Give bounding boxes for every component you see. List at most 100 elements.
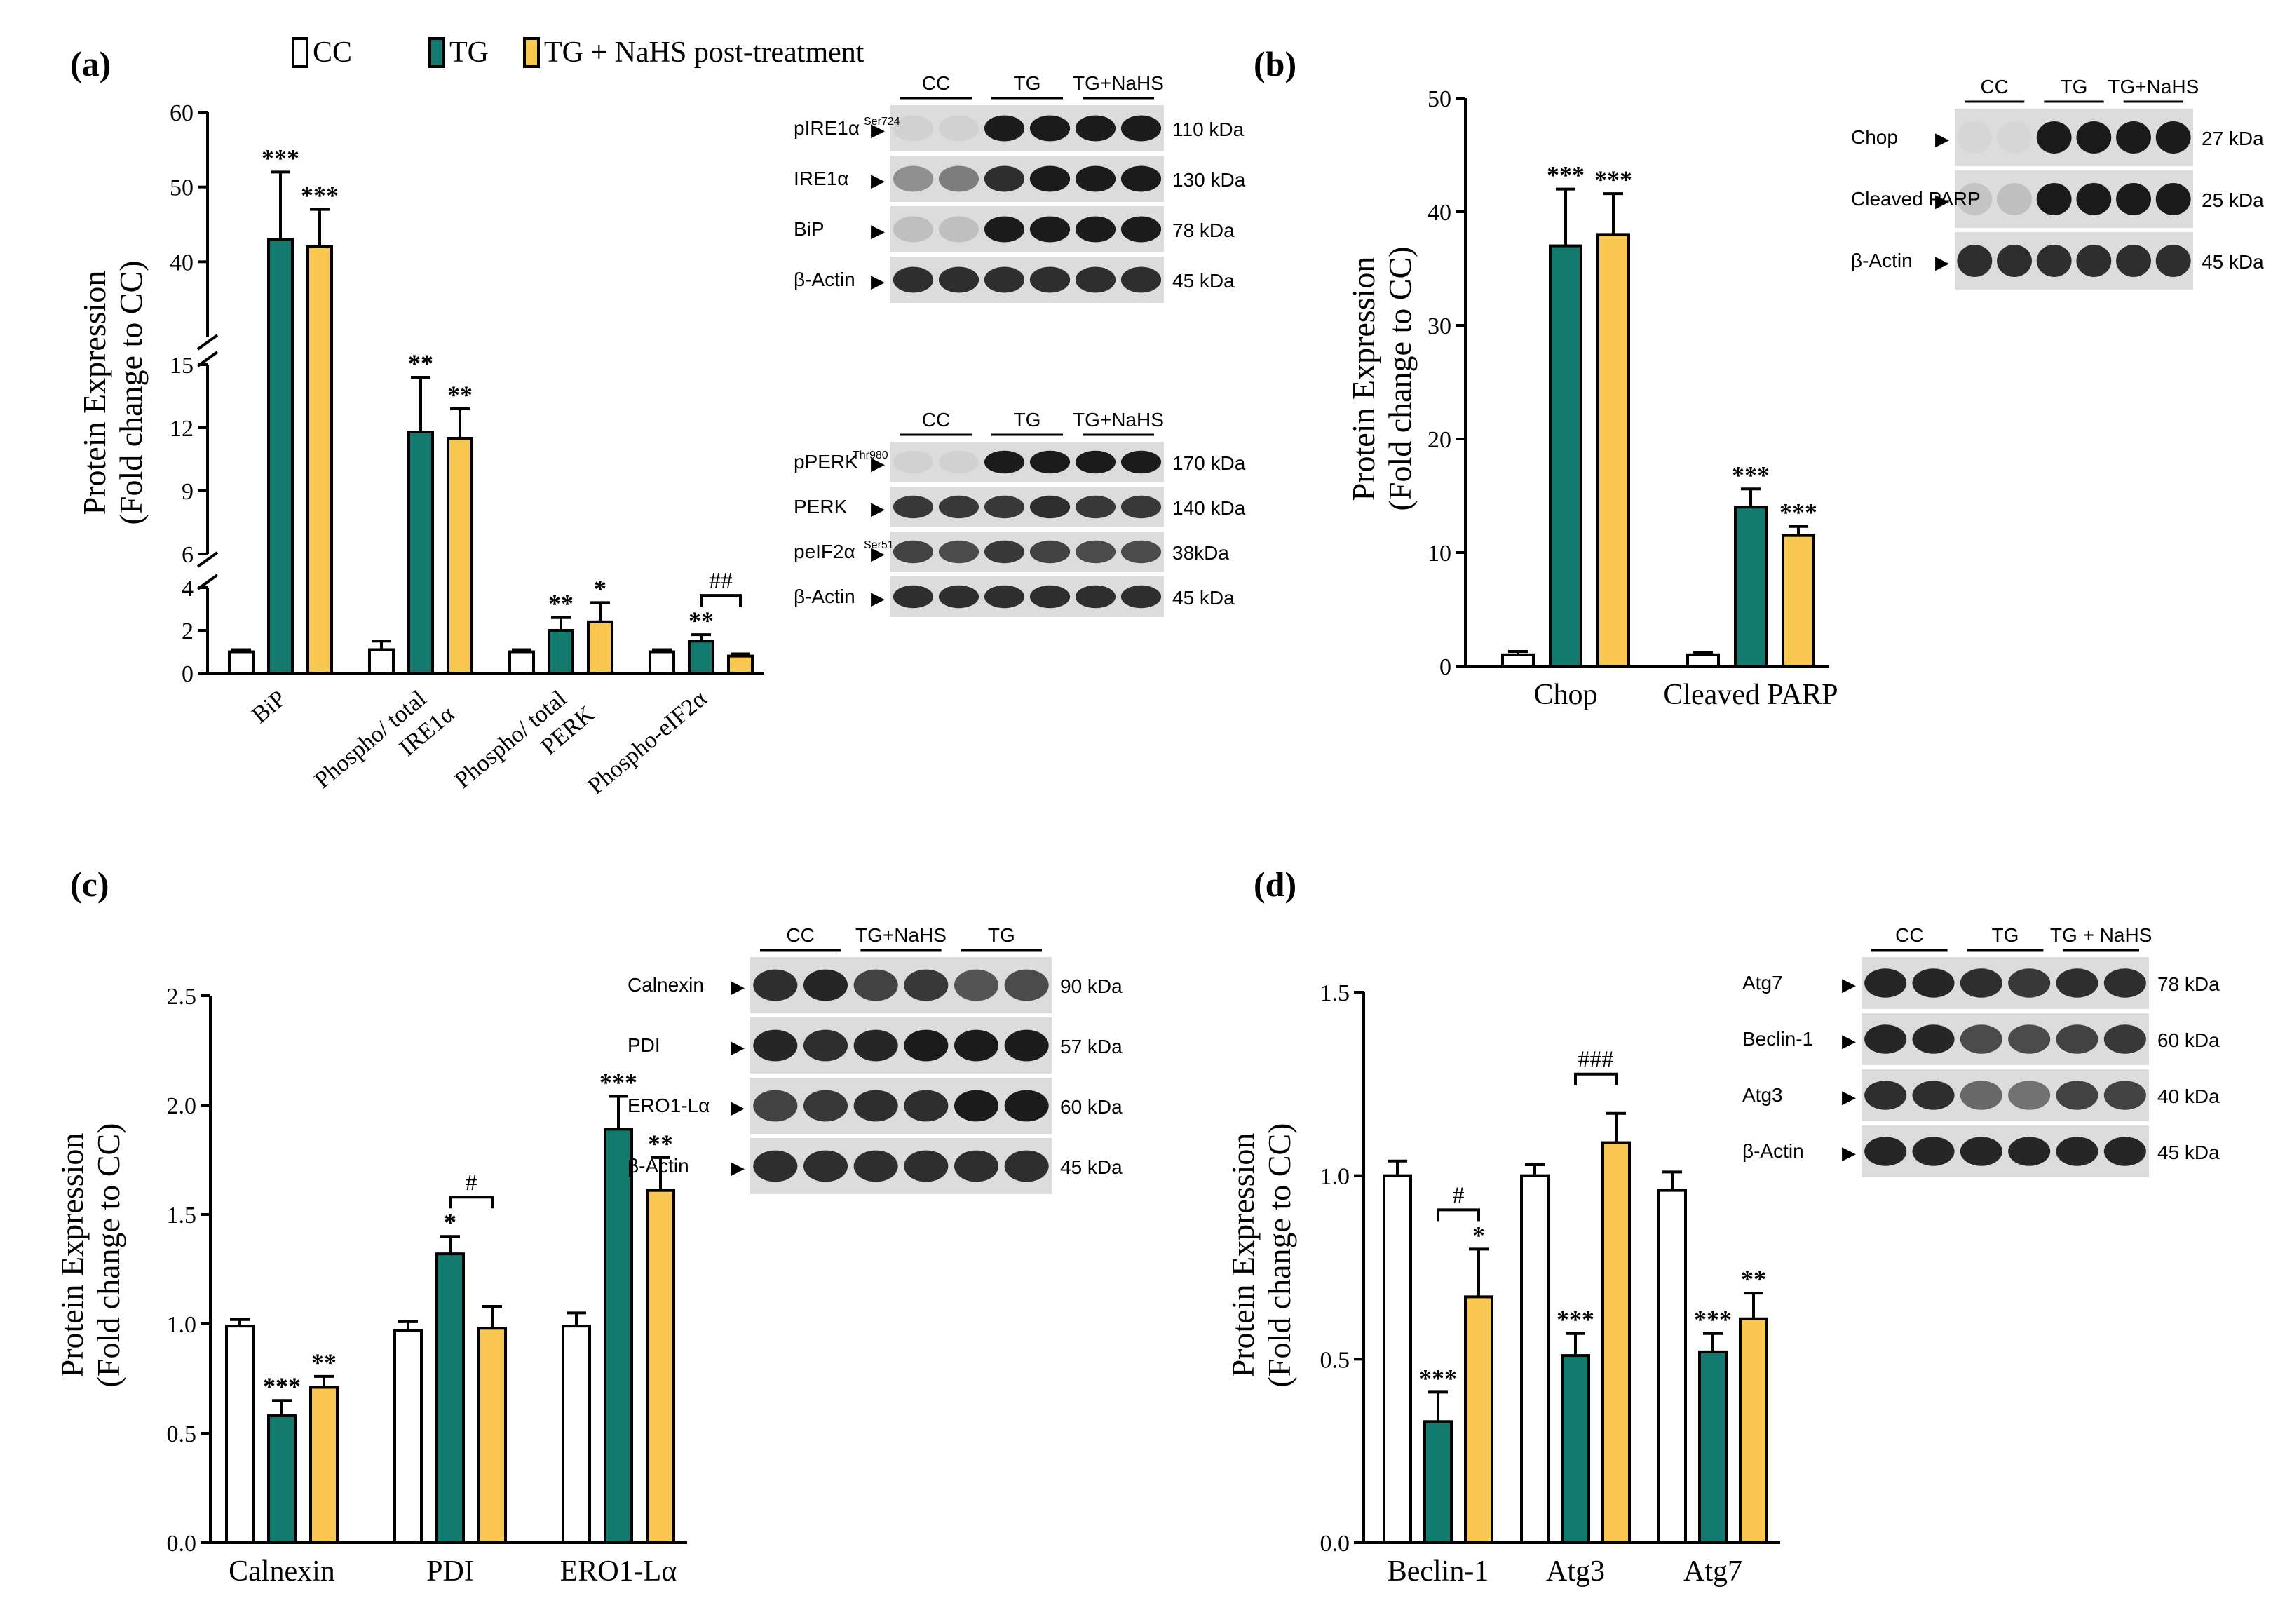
blot-band xyxy=(938,266,979,293)
bar-tg-nahs-post-treatment xyxy=(309,1386,339,1544)
blot-band xyxy=(2008,968,2051,998)
blot-band xyxy=(1029,216,1071,243)
blot-band xyxy=(753,1090,798,1122)
blot-band xyxy=(1029,585,1071,609)
legend-swatch-tg xyxy=(428,37,445,68)
blot-row-label: PERK xyxy=(794,496,848,517)
significance-stars: *** xyxy=(599,1069,637,1097)
significance-stars: *** xyxy=(1694,1306,1732,1334)
blot-arrow: ▶ xyxy=(731,976,745,997)
blot-group-label: CC xyxy=(922,409,950,431)
blot-arrow: ▶ xyxy=(1935,252,1949,273)
y-tick-label: 50 xyxy=(1428,86,1451,112)
blot-band xyxy=(1004,1150,1049,1182)
blot-arrow: ▶ xyxy=(871,543,885,564)
y-tick-label: 2.0 xyxy=(167,1093,197,1119)
blot-band xyxy=(753,969,798,1001)
blot-membrane xyxy=(890,206,1164,252)
y-tick-label: 0 xyxy=(182,661,194,687)
blot-band xyxy=(1960,1024,2002,1054)
y-axis-title-line1: Protein Expression xyxy=(1225,1133,1261,1378)
blot-kda-label: 140 kDa xyxy=(1172,497,1246,519)
blot-band xyxy=(1912,1081,1955,1110)
blot-band xyxy=(1075,585,1116,609)
panel-label: (c) xyxy=(70,865,109,904)
blot-arrow: ▶ xyxy=(1842,1030,1856,1051)
bar-tg xyxy=(407,431,434,675)
blot-membrane xyxy=(1955,232,2193,290)
blot-row-label: Calnexin xyxy=(628,974,704,996)
bar-tg-nahs-post-treatment xyxy=(306,245,333,675)
blot-membrane xyxy=(1862,1013,2149,1065)
significance-stars: * xyxy=(594,574,606,602)
blot-band xyxy=(2008,1137,2051,1166)
y-axis-title-line1: Protein Expression xyxy=(1345,257,1381,501)
blot-band xyxy=(938,585,979,609)
blot-band xyxy=(1960,1137,2002,1166)
significance-stars: * xyxy=(1472,1221,1485,1249)
western-blot: CC TG+NaHS TG Calnexin ▶ 90 kDa PDI ▶ 57 kDa ERO1… xyxy=(628,924,1123,1194)
blot-band xyxy=(2076,245,2112,277)
significance-stars: *** xyxy=(262,144,299,172)
y-axis-title-line2: (Fold change to CC) xyxy=(90,1123,126,1388)
x-tick-label: Atg3 xyxy=(1546,1555,1605,1588)
blot-membrane xyxy=(1955,109,2193,166)
significance-stars: * xyxy=(444,1208,456,1236)
bar-tg xyxy=(267,238,294,675)
blot-membrane xyxy=(750,1138,1052,1194)
significance-stars: ** xyxy=(1741,1265,1766,1293)
blot-band xyxy=(2036,121,2072,154)
blot-arrow: ▶ xyxy=(1842,1142,1856,1163)
blot-band xyxy=(1075,165,1116,192)
blot-arrow: ▶ xyxy=(871,498,885,519)
bar-cc xyxy=(1501,653,1535,668)
blot-band xyxy=(904,1090,949,1122)
blot-group-label: CC xyxy=(786,924,814,946)
bar-cc xyxy=(508,650,535,675)
y-axis-title-line2: (Fold change to CC) xyxy=(113,261,149,525)
legend-label-cc: CC xyxy=(313,36,352,69)
blot-group-label: TG xyxy=(1014,72,1041,94)
blot-band xyxy=(1957,183,1993,215)
blot-band xyxy=(984,450,1025,474)
significance-stars: ** xyxy=(447,381,473,409)
bar-tg xyxy=(548,629,574,675)
blot-band xyxy=(2076,121,2112,154)
blot-band xyxy=(984,495,1025,519)
chart-panel-3: (c) 0.0 0.5 1.0 1.5 2.0 2.5 Protein Expression(… xyxy=(54,865,687,1588)
blot-arrow: ▶ xyxy=(731,1097,745,1118)
panel-label: (a) xyxy=(70,44,111,83)
blot-band xyxy=(938,115,979,142)
blot-band xyxy=(1029,266,1071,293)
blot-group-label: TG + NaHS xyxy=(2050,924,2152,946)
blot-band xyxy=(2056,1081,2098,1110)
blot-group-label: CC xyxy=(1980,76,2008,97)
blot-row-label: Beclin-1 xyxy=(1742,1028,1813,1050)
blot-band xyxy=(2103,1137,2146,1166)
blot-membrane xyxy=(890,487,1164,527)
blot-band xyxy=(1075,115,1116,142)
blot-band xyxy=(1075,216,1116,243)
x-tick-label: Atg7 xyxy=(1683,1555,1742,1588)
blot-row-label-superscript: Ser51 xyxy=(864,539,894,551)
blot-kda-label: 130 kDa xyxy=(1172,169,1246,191)
legend-label-tg: TG xyxy=(449,36,489,69)
bar-tg-nahs-post-treatment xyxy=(1464,1295,1493,1545)
blot-group-label: TG+NaHS xyxy=(1073,409,1164,431)
blot-band xyxy=(1997,121,2032,154)
blot-kda-label: 60 kDa xyxy=(1060,1096,1123,1118)
legend-label-nahs: TG + NaHS post-treatment xyxy=(544,36,864,69)
y-tick-label: 2.5 xyxy=(167,984,197,1010)
blot-arrow: ▶ xyxy=(871,220,885,241)
y-axis-title-line1: Protein Expression xyxy=(76,271,112,515)
blot-membrane xyxy=(750,1017,1052,1074)
significance-stars: *** xyxy=(1779,499,1817,527)
blot-band xyxy=(1120,165,1162,192)
blot-band xyxy=(1957,245,1993,277)
blot-arrow: ▶ xyxy=(731,1157,745,1178)
blot-band xyxy=(2056,1024,2098,1054)
blot-band xyxy=(904,1029,949,1062)
blot-band xyxy=(938,165,979,192)
blot-band xyxy=(803,1090,848,1122)
